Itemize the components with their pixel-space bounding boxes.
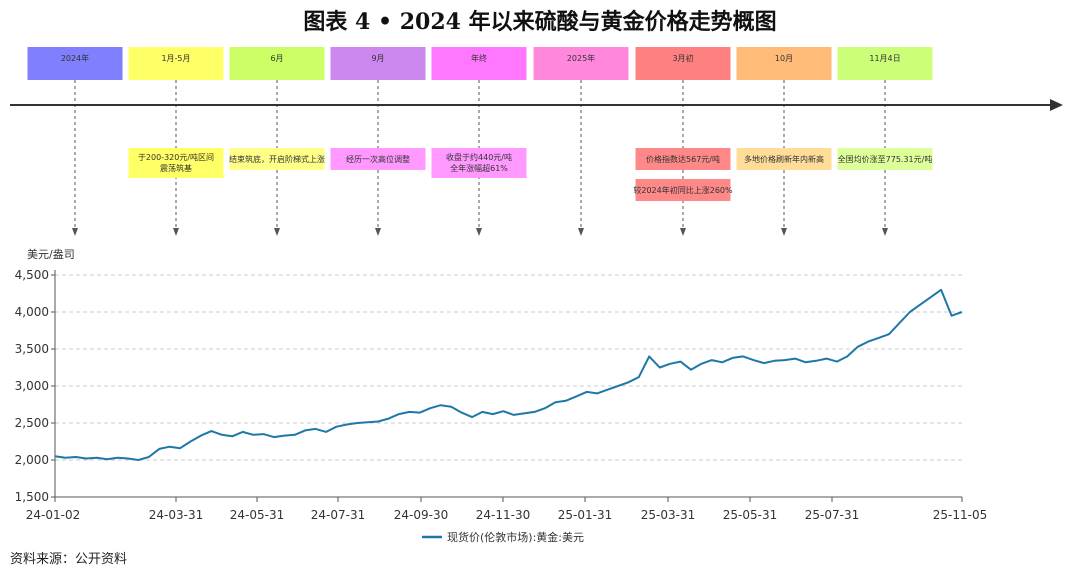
timeline-label: 年终 (471, 53, 487, 63)
y-tick-label: 3,000 (15, 379, 49, 393)
timeline-label: 11月4日 (869, 54, 900, 63)
timeline-note-text: 多地价格刷新年内新高 (744, 154, 824, 164)
timeline-note (635, 179, 731, 201)
timeline-box (330, 47, 426, 80)
y-tick-label: 2,500 (15, 416, 49, 430)
y-tick-label: 1,500 (15, 490, 49, 504)
y-tick-label: 4,000 (15, 305, 49, 319)
timeline-label: 1月-5月 (161, 54, 190, 63)
timeline-label: 6月 (270, 54, 283, 63)
y-tick-label: 2,000 (15, 453, 49, 467)
timeline-arrowhead (72, 228, 78, 236)
timeline-box (635, 47, 731, 80)
timeline-note-text: 全国均价涨至775.31元/吨 (838, 154, 933, 164)
timeline-note-text: 价格指数达567元/吨 (646, 154, 720, 164)
x-tick-label: 24-11-30 (476, 508, 530, 522)
legend-label: 现货价(伦敦市场):黄金:美元 (447, 530, 584, 544)
timeline-label: 2025年 (567, 53, 595, 63)
timeline-arrowhead (578, 228, 584, 236)
timeline-arrowhead (173, 228, 179, 236)
x-tick-label: 24-09-30 (394, 508, 448, 522)
timeline-box (837, 47, 933, 80)
timeline: 2024年 1月-5月 6月 9月 年终 2025年 3月初 10月 11月4日于200-320… (10, 47, 1063, 236)
timeline-box (229, 47, 325, 80)
x-tick-label: 25-05-31 (723, 508, 777, 522)
timeline-note-text: 震荡筑基 (160, 163, 192, 173)
x-tick-label: 24-07-31 (311, 508, 365, 522)
timeline-axis-arrow (1050, 99, 1063, 111)
x-tick-label: 25-11-05 (933, 508, 987, 522)
timeline-box (128, 47, 224, 80)
timeline-arrowhead (781, 228, 787, 236)
chart-canvas: 2024年 1月-5月 6月 9月 年终 2025年 3月初 10月 11月4日于200-320… (10, 47, 1063, 544)
timeline-arrowhead (882, 228, 888, 236)
timeline-note (128, 148, 224, 178)
x-tick-label: 25-07-31 (805, 508, 859, 522)
y-tick-label: 4,500 (15, 268, 49, 282)
page-title: 图表 4 • 2024 年以来硫酸与黄金价格走势概图 (303, 9, 777, 35)
timeline-note-text: 于200-320元/吨区间 (138, 152, 214, 162)
timeline-note (330, 148, 426, 170)
source-note: 资料来源：公开资料 (10, 552, 128, 567)
timeline-box (27, 47, 123, 80)
timeline-note (736, 148, 832, 170)
timeline-note-text: 结束筑底，开启阶梯式上涨 (229, 154, 325, 164)
line-chart: 美元/盎司 1,500 2,000 2,500 3,000 3,500 4,000 4,500… (15, 247, 988, 544)
timeline-arrowhead (274, 228, 280, 236)
x-tick-label: 24-05-31 (230, 508, 284, 522)
timeline-note-text: 较2024年初同比上涨260% (633, 185, 733, 195)
timeline-box (431, 47, 527, 80)
x-tick-label: 24-03-31 (149, 508, 203, 522)
x-tick-label: 25-01-31 (558, 508, 612, 522)
timeline-note (431, 148, 527, 178)
timeline-note-text: 经历一次高位调整 (346, 154, 410, 164)
timeline-box (736, 47, 832, 80)
timeline-arrowhead (375, 228, 381, 236)
timeline-arrowhead (680, 228, 686, 236)
timeline-note (837, 148, 933, 170)
timeline-note-text: 全年涨幅超61% (450, 163, 508, 173)
timeline-label: 10月 (775, 54, 793, 63)
timeline-arrowhead (476, 228, 482, 236)
x-tick-label: 25-03-31 (641, 508, 695, 522)
series-line-gold (54, 288, 963, 461)
y-axis-label: 美元/盎司 (27, 247, 75, 261)
timeline-note (229, 148, 325, 170)
timeline-box (533, 47, 629, 80)
timeline-note (635, 148, 731, 170)
x-tick-label: 24-01-02 (26, 508, 80, 522)
y-tick-label: 3,500 (15, 342, 49, 356)
timeline-label: 2024年 (61, 53, 89, 63)
timeline-note-text: 收盘于约440元/吨 (446, 152, 512, 162)
timeline-label: 3月初 (672, 53, 693, 63)
timeline-label: 9月 (371, 54, 384, 63)
